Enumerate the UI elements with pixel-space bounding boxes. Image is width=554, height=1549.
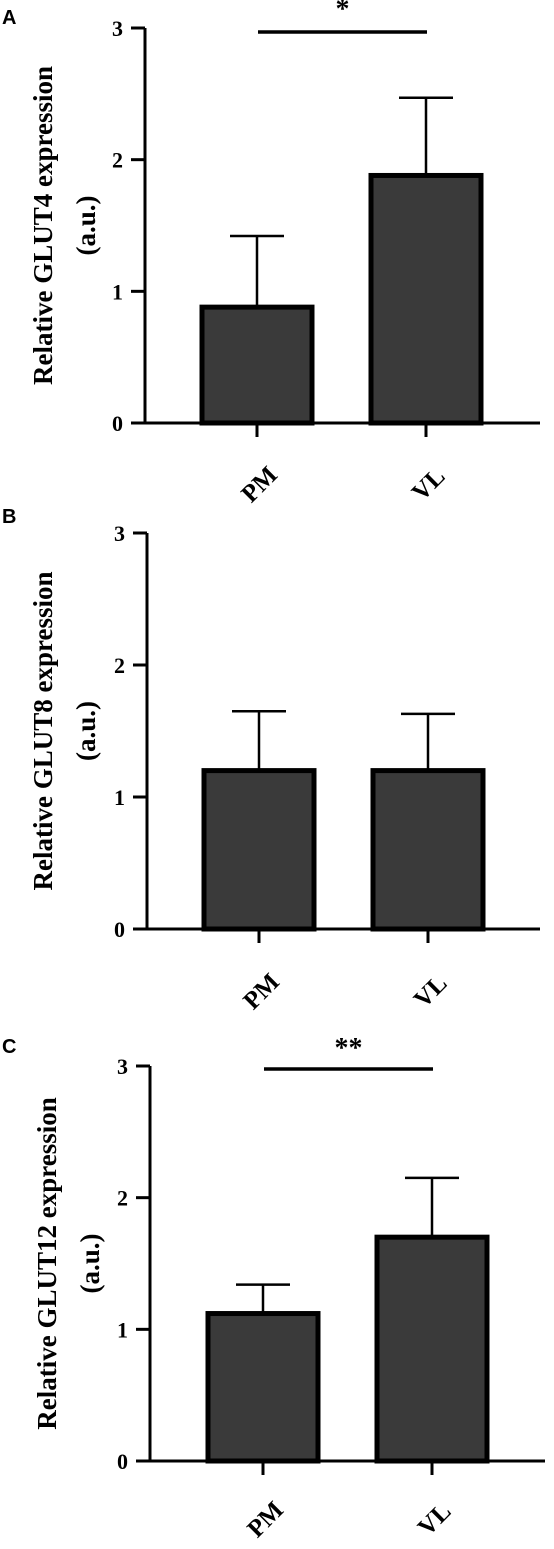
significance-marker: * [336, 0, 350, 25]
x-tick-label: PM [238, 968, 285, 1015]
y-axis-label-unit: (a.u.) [75, 1234, 105, 1294]
x-tick-label: PM [242, 1496, 289, 1543]
x-tick-label: PM [236, 461, 283, 508]
chart-b-svg: B 0 1 2 3 PM VL Relative GLUT8 expression (a.u.) [2, 506, 540, 1015]
x-tick-label: VL [407, 463, 451, 507]
x-tick-label: VL [413, 1498, 457, 1542]
y-axis-label-unit: (a.u.) [71, 701, 101, 761]
y-axis-label: Relative GLUT12 expression [32, 1097, 62, 1430]
y-tick-label: 2 [114, 653, 125, 678]
y-tick-label: 3 [117, 1054, 128, 1079]
y-tick-label: 3 [114, 521, 125, 546]
bar-pm [201, 768, 317, 932]
chart-a-svg: A 0 1 2 3 PM VL Relative GLUT4 expression (a.u.)… [2, 0, 540, 508]
chart-panel-a: A 0 1 2 3 PM VL Relative GLUT4 expression (a.u.)… [0, 0, 554, 510]
bar-vl [370, 768, 486, 932]
y-tick-label: 0 [112, 411, 123, 436]
y-tick-label: 0 [114, 917, 125, 942]
bar-pm [205, 1311, 321, 1464]
y-tick-label: 3 [112, 16, 123, 41]
y-tick-label: 0 [117, 1449, 128, 1474]
x-tick-label: VL [409, 970, 453, 1014]
y-axis-label-unit: (a.u.) [71, 196, 101, 256]
chart-panel-b: B 0 1 2 3 PM VL Relative GLUT8 expression (a.u.) [0, 505, 554, 1035]
significance-marker: ** [335, 1035, 363, 1064]
y-tick-label: 2 [117, 1186, 128, 1211]
chart-panel-c: C 0 1 2 3 PM VL Relative GLUT12 expression (a.u.… [0, 1035, 554, 1549]
panel-letter: C [2, 1036, 16, 1058]
y-tick-label: 1 [112, 279, 123, 304]
bar-pm [199, 304, 315, 426]
y-tick-label: 2 [112, 148, 123, 173]
y-axis-label: Relative GLUT4 expression [28, 66, 58, 385]
panel-letter: A [2, 7, 16, 29]
bar-vl [368, 172, 484, 426]
chart-c-svg: C 0 1 2 3 PM VL Relative GLUT12 expression (a.u.… [2, 1035, 545, 1543]
y-axis-label: Relative GLUT8 expression [28, 572, 58, 891]
panel-letter: B [2, 506, 16, 528]
y-tick-label: 1 [117, 1317, 128, 1342]
bar-vl [374, 1234, 490, 1464]
y-tick-label: 1 [114, 785, 125, 810]
